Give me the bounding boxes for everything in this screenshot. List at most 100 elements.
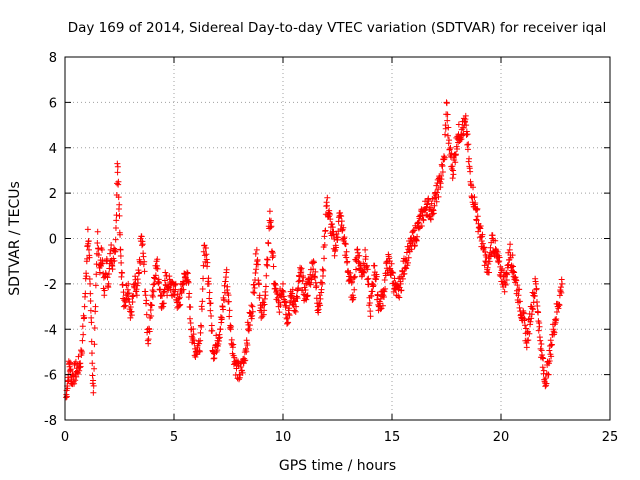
data-point — [317, 302, 324, 309]
data-point — [206, 289, 213, 296]
data-point — [276, 309, 283, 316]
data-point — [127, 303, 134, 310]
data-point — [108, 241, 115, 248]
data-point — [253, 246, 260, 253]
data-point — [529, 305, 536, 312]
data-point — [112, 236, 119, 243]
data-point — [176, 294, 183, 301]
data-point — [282, 311, 289, 318]
data-point — [523, 325, 530, 332]
data-point — [159, 292, 166, 299]
data-point — [154, 265, 161, 272]
data-point — [149, 293, 156, 300]
data-point — [321, 242, 328, 249]
data-point — [365, 275, 372, 282]
y-tick-label: 2 — [49, 187, 57, 202]
data-point — [214, 347, 221, 354]
data-point — [537, 345, 544, 352]
data-point — [556, 292, 563, 299]
data-point — [529, 306, 536, 313]
data-point — [72, 358, 79, 365]
data-point — [221, 282, 228, 289]
data-point — [179, 281, 186, 288]
data-point — [103, 271, 110, 278]
data-point — [367, 308, 374, 315]
data-point — [444, 132, 451, 139]
data-point — [407, 235, 414, 242]
data-point — [252, 250, 259, 257]
data-point — [529, 289, 536, 296]
data-point — [502, 281, 509, 288]
data-point — [381, 276, 388, 283]
data-point — [88, 350, 95, 357]
data-point — [477, 223, 484, 230]
data-point — [465, 141, 472, 148]
data-point — [221, 297, 228, 304]
data-point — [315, 306, 322, 313]
data-point — [558, 289, 565, 296]
data-point — [328, 232, 335, 239]
data-point — [527, 318, 534, 325]
data-point — [343, 254, 350, 261]
data-point — [408, 246, 415, 253]
data-point — [466, 155, 473, 162]
data-point — [192, 354, 199, 361]
data-point — [452, 159, 459, 166]
data-point — [295, 285, 302, 292]
data-point — [300, 274, 307, 281]
data-point — [186, 315, 193, 322]
chart-title: Day 169 of 2014, Sidereal Day-to-day VTE… — [68, 20, 607, 36]
data-point — [116, 212, 123, 219]
data-point — [462, 112, 469, 119]
data-point — [443, 100, 450, 107]
data-point — [261, 301, 268, 308]
data-point — [370, 262, 377, 269]
data-point — [105, 284, 112, 291]
data-point — [85, 238, 92, 245]
data-point — [304, 292, 311, 299]
data-point — [539, 354, 546, 361]
data-point — [435, 193, 442, 200]
data-point — [386, 255, 393, 262]
data-point — [270, 263, 277, 270]
data-point — [76, 364, 83, 371]
data-point — [145, 336, 152, 343]
data-point — [486, 269, 493, 276]
data-point — [272, 282, 279, 289]
y-tick-label: -2 — [44, 278, 57, 293]
data-point — [268, 217, 275, 224]
data-point — [329, 224, 336, 231]
data-point — [199, 285, 206, 292]
data-point — [384, 269, 391, 276]
data-point — [380, 287, 387, 294]
data-point — [160, 300, 167, 307]
data-point — [94, 240, 101, 247]
data-point — [487, 244, 494, 251]
data-point — [92, 308, 99, 315]
data-point — [377, 295, 384, 302]
data-point — [338, 213, 345, 220]
data-point — [447, 153, 454, 160]
data-point — [320, 267, 327, 274]
data-point — [282, 298, 289, 305]
data-point — [546, 358, 553, 365]
axis-ticks: 0 5 10 15 20 25 -8 -6 -4 -2 0 2 4 6 8 — [44, 51, 618, 445]
data-point — [91, 341, 98, 348]
data-point — [446, 146, 453, 153]
data-point — [440, 153, 447, 160]
data-point — [205, 275, 212, 282]
y-tick-label: 4 — [49, 142, 57, 157]
data-point — [553, 316, 560, 323]
data-point — [250, 289, 257, 296]
data-point — [112, 248, 119, 255]
data-point — [398, 287, 405, 294]
data-point — [198, 323, 205, 330]
data-point — [311, 274, 318, 281]
data-point — [113, 217, 120, 224]
data-point — [118, 273, 125, 280]
data-point — [150, 288, 157, 295]
data-point — [279, 287, 286, 294]
data-point — [464, 146, 471, 153]
data-point — [87, 307, 94, 314]
data-point — [122, 302, 129, 309]
